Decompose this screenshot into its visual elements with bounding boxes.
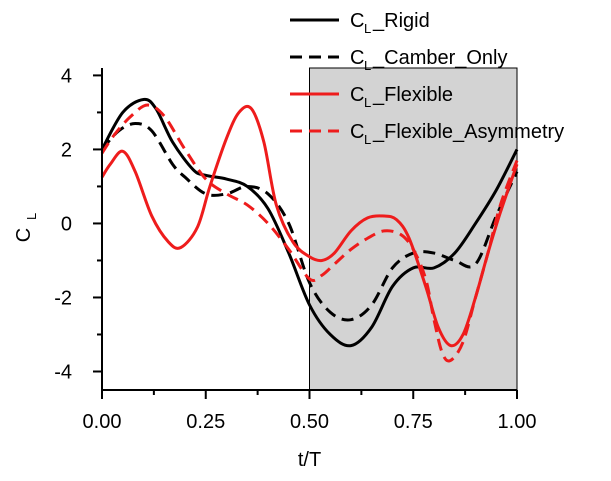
legend-label-subscript: L (364, 21, 371, 36)
series-line-flexible (100, 104, 519, 348)
legend-label-main: C (350, 47, 364, 69)
legend-label-suffix: _Rigid (372, 10, 430, 32)
legend-label-main: C (350, 84, 364, 106)
legend-label-suffix: _Flexible_Asymmetry (372, 121, 564, 143)
legend-label-subscript: L (364, 58, 371, 73)
legend-label-suffix: _Camber_Only (372, 47, 508, 69)
y-tick-label: 2 (61, 139, 72, 161)
x-tick-label: 0.00 (83, 411, 122, 433)
y-tick-label: 0 (61, 213, 72, 235)
series-line-camber-only (100, 122, 519, 322)
y-axis-title-main: C (13, 228, 35, 242)
legend-label-subscript: L (364, 95, 371, 110)
x-axis-title: t/T (298, 449, 321, 471)
x-tick-label: 0.50 (290, 411, 329, 433)
legend-label-main: C (350, 10, 364, 32)
x-tick-label: 0.25 (186, 411, 225, 433)
legend-item-flexible: C L _Flexible (290, 84, 453, 110)
series-layer (100, 97, 519, 363)
series-line-flexible-asymmetry (100, 103, 519, 363)
y-axis-title-subscript: L (24, 213, 39, 220)
y-tick-label: 4 (61, 65, 72, 87)
legend-label-subscript: L (364, 132, 371, 147)
legend-item-rigid: C L _Rigid (290, 10, 430, 36)
legend-item-camber-only: C L _Camber_Only (290, 47, 508, 73)
shaded-region-layer (309, 67, 518, 391)
shaded-region (309, 67, 518, 391)
x-tick-label: 0.75 (394, 411, 433, 433)
legend-label-main: C (350, 121, 364, 143)
legend-label-suffix: _Flexible (372, 84, 453, 106)
y-tick-label: -4 (54, 361, 72, 383)
y-axis-title: CL (13, 213, 39, 242)
legend-item-flexible-asymmetry: C L _Flexible_Asymmetry (290, 121, 564, 147)
x-tick-label: 1.00 (498, 411, 537, 433)
y-tick-label: -2 (54, 287, 72, 309)
series-line-rigid (100, 97, 519, 348)
